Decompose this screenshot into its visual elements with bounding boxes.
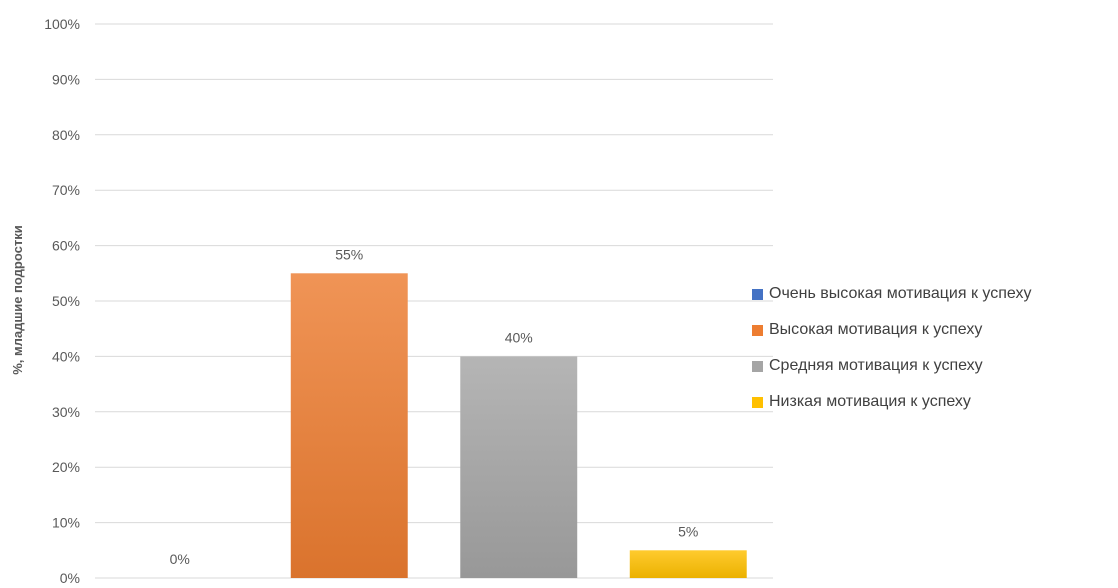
legend-item: Низкая мотивация к успеху (752, 384, 1118, 420)
y-tick-label: 30% (52, 404, 80, 420)
y-tick-label: 70% (52, 182, 80, 198)
data-label: 40% (505, 329, 533, 345)
data-label: 0% (170, 551, 190, 567)
y-tick-label: 100% (44, 16, 80, 32)
data-labels: 0% 55% 40% 5% (170, 246, 699, 567)
y-axis-title: %, младшие подростки (10, 225, 25, 375)
y-tick-label: 50% (52, 293, 80, 309)
legend-swatch (752, 324, 763, 336)
legend-label: Высокая мотивация к успеху (769, 321, 983, 338)
legend-swatch (752, 396, 763, 408)
legend-swatch (752, 288, 763, 300)
legend-item: Средняя мотивация к успеху (752, 348, 1118, 384)
y-tick-label: 60% (52, 238, 80, 254)
bar (290, 273, 408, 578)
bars (290, 273, 747, 578)
legend-item: Очень высокая мотивация к успеху (752, 276, 1118, 312)
y-tick-label: 90% (52, 71, 80, 87)
legend-label: Низкая мотивация к успеху (769, 393, 971, 410)
bar (629, 550, 747, 578)
legend-item: Высокая мотивация к успеху (752, 312, 1118, 348)
y-tick-label: 10% (52, 515, 80, 531)
legend: Очень высокая мотивация к успеху Высокая … (752, 276, 1118, 420)
y-tick-label: 0% (60, 570, 80, 583)
data-label: 55% (335, 246, 363, 262)
legend-swatch (752, 360, 763, 372)
data-label: 5% (678, 523, 698, 539)
y-axis-ticks: 0% 10% 20% 30% 40% 50% 60% 70% 80% 90% 100% (44, 16, 80, 586)
legend-label: Средняя мотивация к успеху (769, 357, 983, 374)
legend-label: Очень высокая мотивация к успеху (769, 285, 1032, 302)
gridlines (95, 23, 773, 579)
bar (460, 356, 578, 578)
y-tick-label: 20% (52, 459, 80, 475)
y-tick-label: 40% (52, 348, 80, 364)
y-tick-label: 80% (52, 127, 80, 143)
